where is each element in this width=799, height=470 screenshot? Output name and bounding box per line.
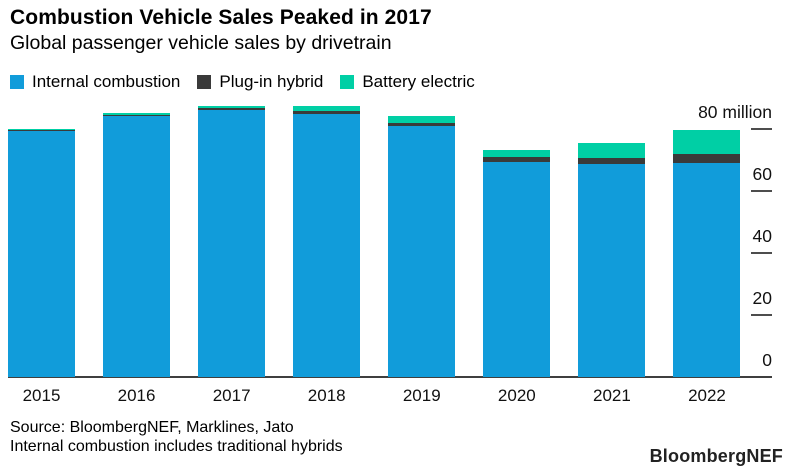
- y-axis-label-40: 40: [752, 225, 772, 246]
- bar-segment-internal-combustion-2018: [293, 113, 361, 377]
- legend-label-plug-in-hybrid: Plug-in hybrid: [219, 72, 324, 91]
- x-axis-label-2019: 2019: [402, 385, 441, 405]
- legend-swatch-plug-in-hybrid: [197, 75, 212, 89]
- bar-segment-battery-electric-2019: [388, 116, 456, 123]
- bar-segment-plug-in-hybrid-2017: [198, 108, 266, 110]
- bar-segment-plug-in-hybrid-2016: [103, 114, 171, 117]
- bar-segment-internal-combustion-2020: [483, 161, 551, 377]
- y-axis-label-20: 20: [752, 287, 772, 308]
- y-axis-label-80: 80 million: [698, 102, 772, 123]
- legend-item-battery-electric: Battery electric: [340, 72, 475, 92]
- bar-segment-internal-combustion-2015: [8, 130, 75, 377]
- source-line-2: Internal combustion includes traditional…: [10, 437, 343, 455]
- x-axis-label-2015: 2015: [22, 385, 61, 405]
- y-axis-tick-40: [751, 251, 772, 254]
- legend-label-battery-electric: Battery electric: [362, 72, 475, 91]
- source-line-1: Source: BloombergNEF, Marklines, Jato: [10, 419, 294, 436]
- bar-segment-internal-combustion-2022: [673, 163, 741, 377]
- bar-segment-battery-electric-2018: [293, 105, 361, 112]
- y-axis-label-0: 0: [762, 349, 772, 370]
- bar-segment-plug-in-hybrid-2022: [673, 153, 741, 164]
- legend-item-plug-in-hybrid: Plug-in hybrid: [197, 72, 323, 92]
- bar-segment-plug-in-hybrid-2015: [8, 129, 75, 131]
- bar-segment-plug-in-hybrid-2018: [293, 111, 361, 114]
- legend-swatch-internal-combustion: [10, 75, 24, 89]
- source-note: Source: BloombergNEF, Marklines, Jato In…: [10, 419, 343, 456]
- bloombergnef-logo: BloombergNEF: [649, 446, 783, 466]
- legend: Internal combustion Plug-in hybrid Battery…: [10, 72, 475, 92]
- chart-title: Combustion Vehicle Sales Peaked in 2017: [10, 6, 432, 29]
- bar-segment-battery-electric-2020: [483, 150, 551, 157]
- x-axis-line: [8, 375, 772, 378]
- y-axis-tick-60: [751, 189, 772, 192]
- y-axis-tick-80: [751, 128, 772, 131]
- legend-item-internal-combustion: Internal combustion: [10, 72, 180, 92]
- bar-segment-plug-in-hybrid-2020: [483, 156, 551, 162]
- legend-swatch-battery-electric: [340, 75, 355, 89]
- bar-segment-internal-combustion-2017: [198, 109, 266, 377]
- x-axis-label-2020: 2020: [497, 385, 536, 405]
- bar-segment-battery-electric-2016: [103, 113, 171, 115]
- legend-label-internal-combustion: Internal combustion: [32, 72, 181, 91]
- bar-segment-plug-in-hybrid-2021: [578, 158, 646, 165]
- bar-segment-battery-electric-2015: [8, 128, 75, 130]
- x-axis-label-2017: 2017: [212, 385, 251, 405]
- bar-segment-battery-electric-2021: [578, 143, 646, 159]
- x-axis-label-2016: 2016: [117, 385, 156, 405]
- bar-segment-battery-electric-2022: [673, 129, 741, 154]
- x-axis-label-2022: 2022: [688, 385, 726, 405]
- y-axis-tick-20: [751, 313, 772, 316]
- bar-segment-internal-combustion-2016: [103, 116, 171, 377]
- x-axis-label-2021: 2021: [592, 385, 631, 405]
- y-axis-label-60: 60: [752, 163, 772, 184]
- chart-subtitle: Global passenger vehicle sales by drivet…: [10, 32, 392, 54]
- bar-segment-internal-combustion-2019: [388, 126, 456, 377]
- bar-segment-battery-electric-2017: [198, 105, 266, 109]
- bar-segment-internal-combustion-2021: [578, 164, 646, 377]
- x-axis-label-2018: 2018: [307, 385, 346, 405]
- bar-segment-plug-in-hybrid-2019: [388, 122, 456, 127]
